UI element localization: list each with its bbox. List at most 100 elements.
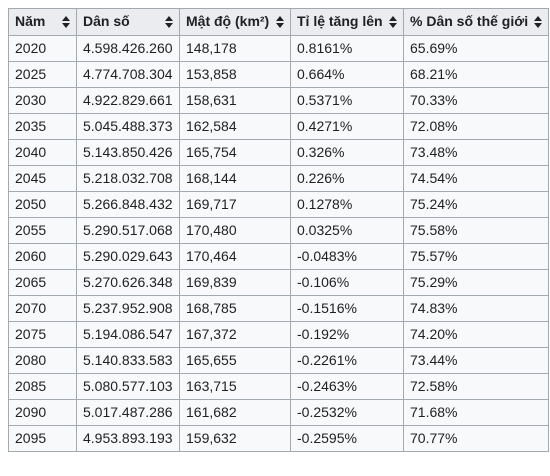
sort-updown-icon[interactable]: [534, 16, 543, 28]
cell-density: 158,631: [179, 87, 291, 114]
table-row: 2020 4.598.426.260 148,178 0.8161% 65.69%: [8, 35, 550, 62]
table-row: 2060 5.290.029.643 170,464 -0.0483% 75.57%: [8, 243, 550, 270]
table-row: 2055 5.290.517.068 170,480 0.0325% 75.58%: [8, 217, 550, 244]
cell-population: 5.194.086.547: [76, 321, 180, 348]
cell-population: 5.270.626.348: [76, 269, 180, 296]
cell-year: 2095: [8, 425, 77, 452]
header-year[interactable]: Năm: [8, 8, 77, 36]
cell-year: 2085: [8, 373, 77, 400]
cell-world-share: 75.57%: [402, 243, 550, 270]
cell-year: 2075: [8, 321, 77, 348]
column-header-label: Mật độ (km²): [186, 13, 270, 30]
table-row: 2050 5.266.848.432 169,717 0.1278% 75.24%: [8, 191, 550, 218]
cell-density: 169,839: [179, 269, 291, 296]
cell-density: 165,754: [179, 139, 291, 166]
table-row: 2025 4.774.708.304 153,858 0.664% 68.21%: [8, 61, 550, 88]
cell-population: 4.922.829.661: [76, 87, 180, 114]
cell-population: 5.017.487.286: [76, 399, 180, 426]
cell-growth-rate: 0.326%: [290, 139, 404, 166]
cell-density: 159,632: [179, 425, 291, 452]
cell-population: 5.266.848.432: [76, 191, 180, 218]
column-header-label: Năm: [15, 13, 46, 30]
column-header-label: Dân số: [83, 13, 130, 30]
column-header-label: Tỉ lệ tăng lên: [297, 13, 383, 30]
column-header-label: % Dân số thế giới: [410, 13, 529, 30]
cell-growth-rate: -0.2463%: [290, 373, 404, 400]
cell-year: 2090: [8, 399, 77, 426]
cell-world-share: 70.77%: [402, 425, 550, 452]
cell-density: 169,717: [179, 191, 291, 218]
cell-growth-rate: 0.5371%: [290, 87, 404, 114]
table-header: Năm Dân số Mật độ (km²) Tỉ lệ tăng lên % Dân…: [8, 8, 550, 36]
cell-population: 5.237.952.908: [76, 295, 180, 322]
sort-updown-icon[interactable]: [389, 16, 397, 28]
cell-year: 2060: [8, 243, 77, 270]
header-population[interactable]: Dân số: [76, 8, 180, 36]
cell-population: 5.218.032.708: [76, 165, 180, 192]
cell-density: 161,682: [179, 399, 291, 426]
header-density[interactable]: Mật độ (km²): [179, 8, 291, 36]
cell-world-share: 75.29%: [402, 269, 550, 296]
cell-world-share: 72.08%: [402, 113, 550, 140]
cell-world-share: 73.48%: [402, 139, 550, 166]
cell-population: 4.953.893.193: [76, 425, 180, 452]
cell-population: 5.290.029.643: [76, 243, 180, 270]
cell-density: 163,715: [179, 373, 291, 400]
cell-density: 168,144: [179, 165, 291, 192]
cell-growth-rate: -0.192%: [290, 321, 404, 348]
table-row: 2035 5.045.488.373 162,584 0.4271% 72.08%: [8, 113, 550, 140]
cell-year: 2065: [8, 269, 77, 296]
cell-population: 5.143.850.426: [76, 139, 180, 166]
cell-growth-rate: -0.2595%: [290, 425, 404, 452]
cell-density: 162,584: [179, 113, 291, 140]
table-row: 2045 5.218.032.708 168,144 0.226% 74.54%: [8, 165, 550, 192]
cell-growth-rate: -0.106%: [290, 269, 404, 296]
cell-population: 5.140.833.583: [76, 347, 180, 374]
cell-year: 2030: [8, 87, 77, 114]
cell-world-share: 70.33%: [402, 87, 550, 114]
cell-density: 148,178: [179, 35, 291, 62]
cell-density: 153,858: [179, 61, 291, 88]
cell-density: 170,464: [179, 243, 291, 270]
header-world-share[interactable]: % Dân số thế giới: [402, 8, 550, 36]
cell-world-share: 71.68%: [402, 399, 550, 426]
sort-updown-icon[interactable]: [276, 16, 284, 28]
cell-year: 2035: [8, 113, 77, 140]
cell-world-share: 68.21%: [402, 61, 550, 88]
cell-world-share: 74.83%: [402, 295, 550, 322]
table-row: 2065 5.270.626.348 169,839 -0.106% 75.29%: [8, 269, 550, 296]
cell-world-share: 74.20%: [402, 321, 550, 348]
cell-growth-rate: -0.0483%: [290, 243, 404, 270]
cell-year: 2025: [8, 61, 77, 88]
cell-growth-rate: 0.226%: [290, 165, 404, 192]
population-table: Năm Dân số Mật độ (km²) Tỉ lệ tăng lên % Dân…: [8, 8, 550, 452]
population-table-container: Năm Dân số Mật độ (km²) Tỉ lệ tăng lên % Dân…: [8, 8, 550, 452]
cell-year: 2070: [8, 295, 77, 322]
cell-world-share: 75.58%: [402, 217, 550, 244]
cell-growth-rate: 0.664%: [290, 61, 404, 88]
table-body: 2020 4.598.426.260 148,178 0.8161% 65.69% 202…: [8, 35, 550, 452]
cell-year: 2080: [8, 347, 77, 374]
cell-growth-rate: -0.1516%: [290, 295, 404, 322]
cell-world-share: 73.44%: [402, 347, 550, 374]
table-row: 2040 5.143.850.426 165,754 0.326% 73.48%: [8, 139, 550, 166]
cell-world-share: 75.24%: [402, 191, 550, 218]
cell-density: 165,655: [179, 347, 291, 374]
sort-updown-icon[interactable]: [165, 16, 173, 28]
cell-growth-rate: -0.2532%: [290, 399, 404, 426]
sort-updown-icon[interactable]: [62, 16, 70, 28]
header-growth-rate[interactable]: Tỉ lệ tăng lên: [290, 8, 404, 36]
table-row: 2075 5.194.086.547 167,372 -0.192% 74.20%: [8, 321, 550, 348]
cell-density: 170,480: [179, 217, 291, 244]
cell-growth-rate: 0.8161%: [290, 35, 404, 62]
cell-density: 167,372: [179, 321, 291, 348]
cell-year: 2045: [8, 165, 77, 192]
cell-year: 2050: [8, 191, 77, 218]
cell-growth-rate: 0.4271%: [290, 113, 404, 140]
cell-population: 5.045.488.373: [76, 113, 180, 140]
header-row: Năm Dân số Mật độ (km²) Tỉ lệ tăng lên % Dân…: [8, 8, 550, 36]
table-row: 2085 5.080.577.103 163,715 -0.2463% 72.58%: [8, 373, 550, 400]
cell-population: 4.598.426.260: [76, 35, 180, 62]
cell-year: 2055: [8, 217, 77, 244]
cell-growth-rate: -0.2261%: [290, 347, 404, 374]
